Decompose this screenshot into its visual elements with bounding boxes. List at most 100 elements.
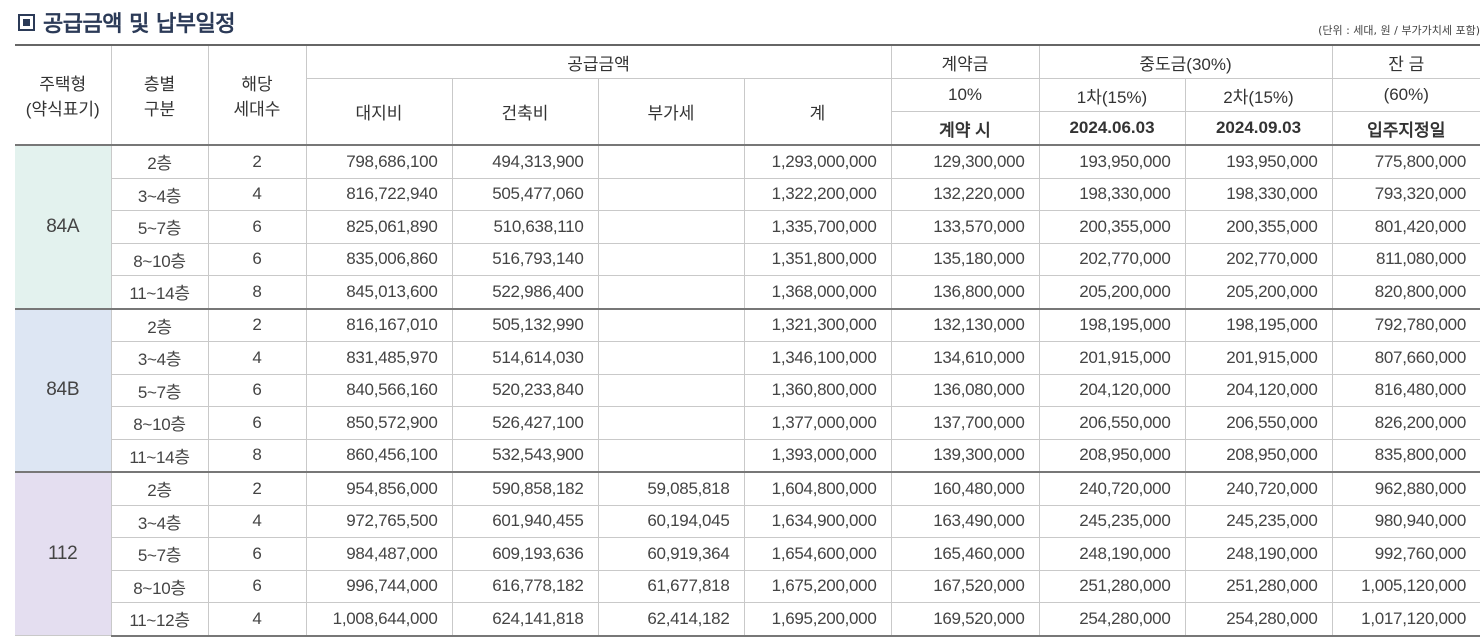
page-header: 공급금액 및 납부일정 (단위 : 세대, 원 / 부가가치세 포함) <box>0 0 1484 44</box>
floor-cell: 11~12층 <box>111 602 209 637</box>
land-cell: 835,006,860 <box>305 242 453 276</box>
vat-cell <box>597 210 745 244</box>
header-balance-pct: (60%) <box>1331 78 1480 112</box>
building-cell: 601,940,455 <box>451 504 599 538</box>
building-cell: 520,233,840 <box>451 373 599 407</box>
land-cell: 984,487,000 <box>305 537 453 571</box>
header-middle: 중도금(30%) <box>1038 44 1333 79</box>
table-row: 5~7층 6 825,061,890 510,638,110 1,335,700,000… <box>15 210 1480 244</box>
balance-cell: 962,880,000 <box>1331 471 1480 506</box>
vat-cell <box>597 177 745 211</box>
deposit-cell: 136,080,000 <box>890 373 1040 407</box>
building-cell: 616,778,182 <box>451 569 599 603</box>
mid2-cell: 200,355,000 <box>1184 210 1333 244</box>
mid2-cell: 204,120,000 <box>1184 373 1333 407</box>
header-balance: 잔 금 <box>1331 44 1480 79</box>
floor-cell: 2층 <box>110 144 209 179</box>
mid2-cell: 248,190,000 <box>1184 537 1333 571</box>
land-cell: 816,722,940 <box>305 177 453 211</box>
table-body: 84A 2층 2 798,686,100 494,313,900 1,293,000,00… <box>15 144 1480 637</box>
balance-cell: 826,200,000 <box>1331 406 1480 440</box>
building-cell: 510,638,110 <box>451 210 599 244</box>
header-floor: 층별 구분 <box>110 44 209 146</box>
balance-cell: 992,760,000 <box>1331 537 1480 571</box>
deposit-cell: 135,180,000 <box>890 242 1040 276</box>
table-row: 11~12층 4 1,008,644,000 624,141,818 62,414,18… <box>15 602 1480 637</box>
building-cell: 526,427,100 <box>451 406 599 440</box>
total-cell: 1,360,800,000 <box>743 373 892 407</box>
building-cell: 522,986,400 <box>451 275 599 309</box>
balance-cell: 980,940,000 <box>1331 504 1480 538</box>
mid2-cell: 205,200,000 <box>1184 275 1333 309</box>
land-cell: 1,008,644,000 <box>305 602 453 637</box>
total-cell: 1,368,000,000 <box>743 275 892 309</box>
table-row: 11~14층 8 845,013,600 522,986,400 1,368,000,0… <box>15 275 1480 309</box>
table-row: 5~7층 6 984,487,000 609,193,636 60,919,364 1,6… <box>15 537 1480 571</box>
land-cell: 831,485,970 <box>305 341 453 375</box>
total-cell: 1,293,000,000 <box>743 144 892 179</box>
building-cell: 514,614,030 <box>451 341 599 375</box>
header-mid2: 2차(15%) <box>1184 78 1333 112</box>
balance-cell: 1,005,120,000 <box>1331 569 1480 603</box>
mid2-cell: 240,720,000 <box>1184 471 1333 506</box>
header-supply: 공급금액 <box>305 44 892 79</box>
table-row: 11~14층 8 860,456,100 532,543,900 1,393,000,0… <box>15 438 1480 473</box>
mid1-cell: 200,355,000 <box>1038 210 1186 244</box>
total-cell: 1,675,200,000 <box>743 569 892 603</box>
total-cell: 1,654,600,000 <box>743 537 892 571</box>
deposit-cell: 129,300,000 <box>890 144 1040 179</box>
unit-note: (단위 : 세대, 원 / 부가가치세 포함) <box>1318 24 1480 37</box>
land-cell: 860,456,100 <box>305 438 453 473</box>
deposit-cell: 134,610,000 <box>890 341 1040 375</box>
table-row: 8~10층 6 996,744,000 616,778,182 61,677,818 1,… <box>15 569 1480 603</box>
header-land: 대지비 <box>306 78 453 146</box>
floor-cell: 2층 <box>110 471 209 506</box>
count-cell: 2 <box>207 144 307 179</box>
floor-cell: 3~4층 <box>111 504 209 538</box>
deposit-cell: 163,490,000 <box>890 504 1040 538</box>
mid1-cell: 245,235,000 <box>1038 504 1186 538</box>
floor-cell: 8~10층 <box>111 569 209 603</box>
floor-cell: 8~10층 <box>111 406 209 440</box>
header-deposit-when: 계약 시 <box>891 111 1040 146</box>
title-wrap: 공급금액 및 납부일정 <box>18 6 235 38</box>
count-cell: 4 <box>207 341 307 375</box>
mid1-cell: 198,195,000 <box>1038 307 1186 342</box>
floor-cell: 5~7층 <box>111 210 209 244</box>
vat-cell: 60,919,364 <box>597 537 745 571</box>
table-row: 112 2층 2 954,856,000 590,858,182 59,085,818 1,… <box>15 471 1480 636</box>
count-cell: 4 <box>207 504 307 538</box>
count-cell: 8 <box>207 438 307 473</box>
table-row: 8~10층 6 835,006,860 516,793,140 1,351,800,00… <box>15 242 1480 276</box>
mid1-cell: 202,770,000 <box>1038 242 1186 276</box>
total-cell: 1,604,800,000 <box>743 471 892 506</box>
header-balance-when: 입주지정일 <box>1331 111 1480 146</box>
mid2-cell: 206,550,000 <box>1184 406 1333 440</box>
balance-cell: 775,800,000 <box>1331 144 1480 179</box>
header-vat: 부가세 <box>597 78 745 146</box>
count-cell: 8 <box>207 275 307 309</box>
balance-cell: 811,080,000 <box>1331 242 1480 276</box>
mid2-cell: 198,195,000 <box>1184 307 1333 342</box>
header-mid2-date: 2024.09.03 <box>1184 111 1333 146</box>
count-cell: 6 <box>207 373 307 407</box>
mid1-cell: 206,550,000 <box>1038 406 1186 440</box>
floor-cell: 11~14층 <box>111 438 209 473</box>
vat-cell: 59,085,818 <box>597 471 745 506</box>
mid2-cell: 198,330,000 <box>1184 177 1333 211</box>
land-cell: 845,013,600 <box>305 275 453 309</box>
type-cell: 112 <box>15 471 112 636</box>
count-cell: 4 <box>207 177 307 211</box>
table-row: 84A 2층 2 798,686,100 494,313,900 1,293,000,00… <box>15 144 1480 309</box>
building-cell: 590,858,182 <box>451 471 599 506</box>
mid2-cell: 251,280,000 <box>1184 569 1333 603</box>
floor-cell: 2층 <box>110 307 209 342</box>
count-cell: 6 <box>207 406 307 440</box>
mid1-cell: 204,120,000 <box>1038 373 1186 407</box>
count-cell: 6 <box>207 569 307 603</box>
header-count: 해당 세대수 <box>207 44 307 146</box>
floor-cell: 3~4층 <box>111 341 209 375</box>
count-cell: 6 <box>207 537 307 571</box>
balance-cell: 835,800,000 <box>1331 438 1480 473</box>
land-cell: 840,566,160 <box>305 373 453 407</box>
